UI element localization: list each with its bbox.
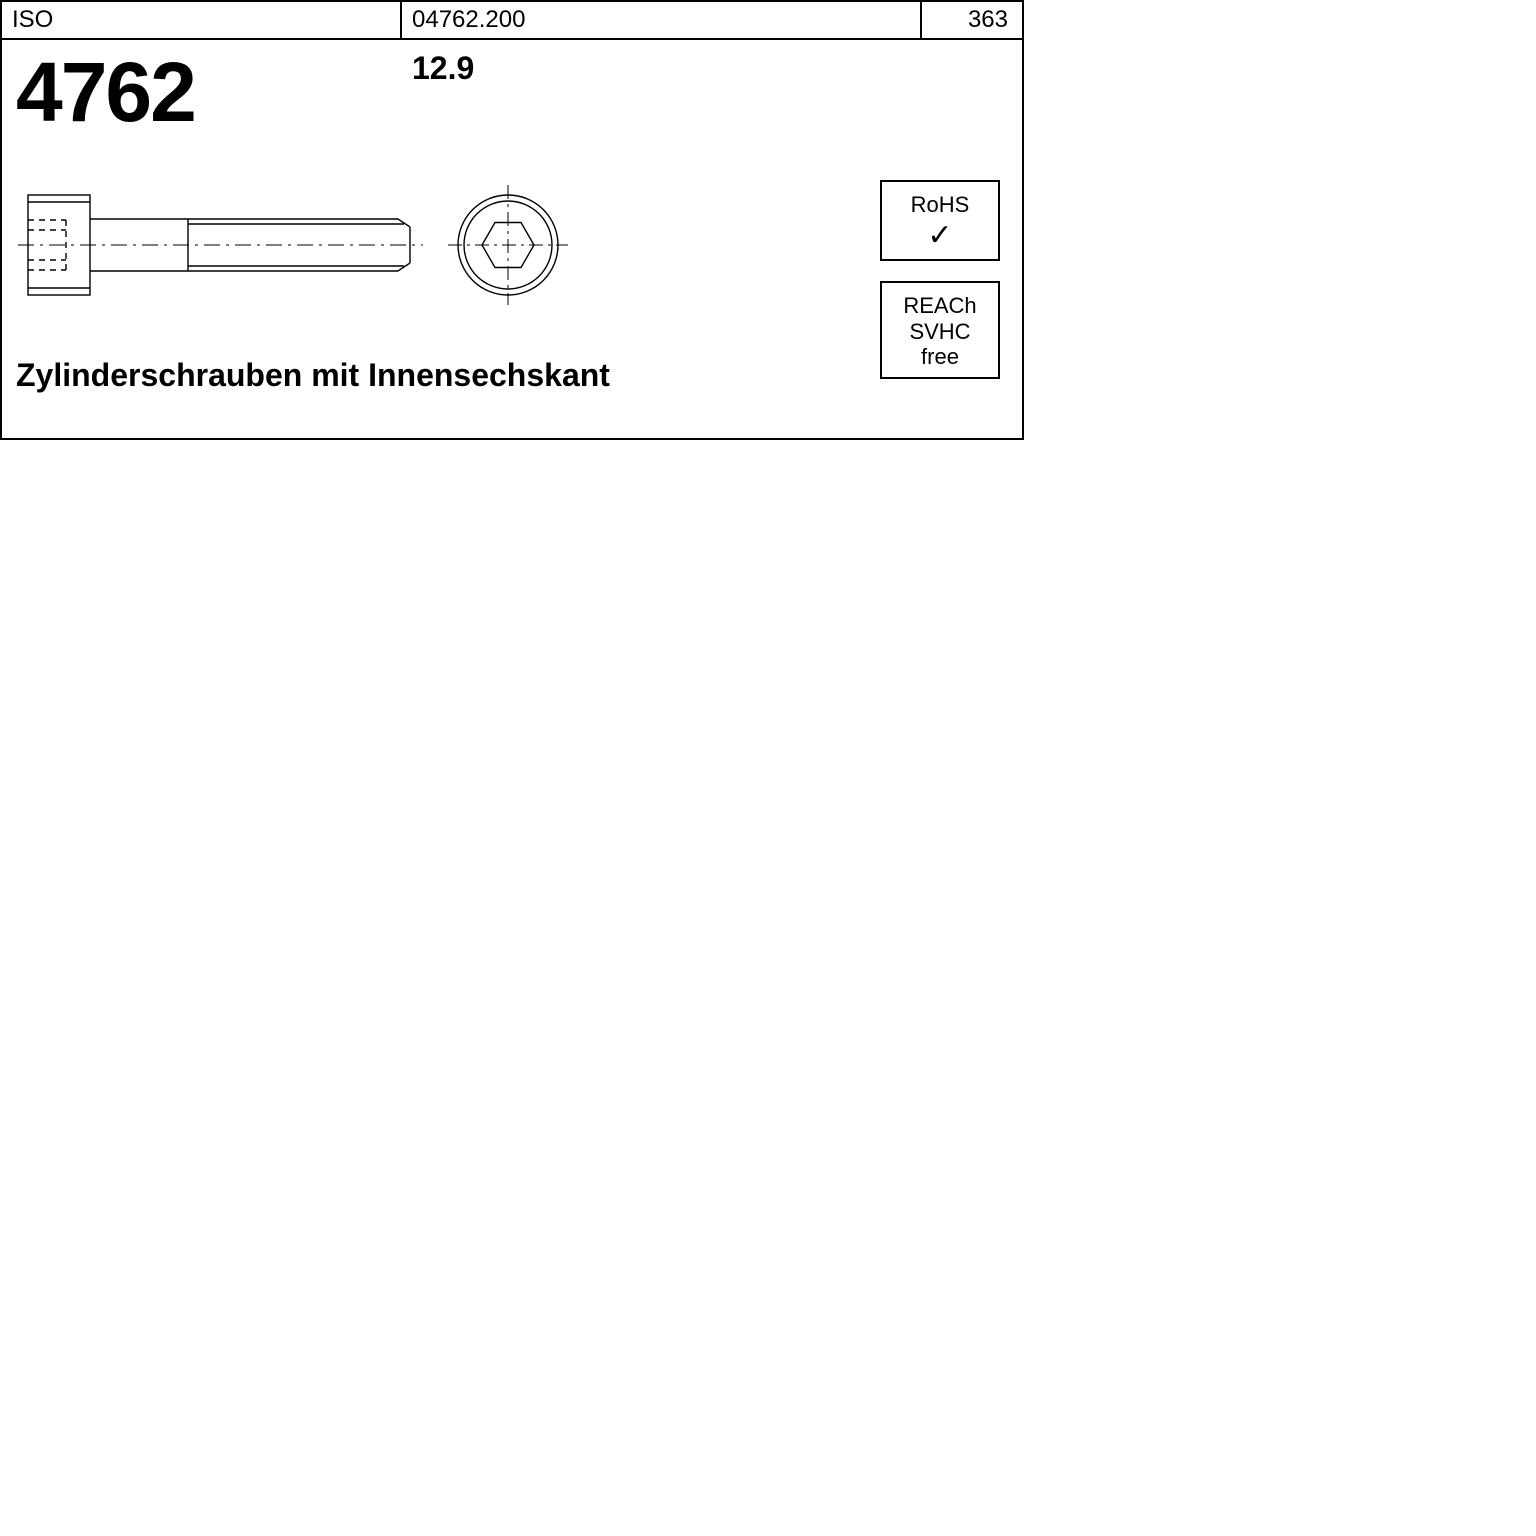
- standard-number: 4762: [16, 50, 1008, 134]
- header-row: ISO 04762.200 363: [0, 0, 1024, 40]
- datasheet-card: ISO 04762.200 363 4762 12.9: [0, 0, 1024, 440]
- technical-diagram: [18, 180, 1008, 315]
- page-number: 363: [922, 2, 1022, 38]
- reach-line1: REACh: [888, 293, 992, 318]
- main-panel: 4762 12.9: [0, 40, 1024, 440]
- rohs-label: RoHS: [888, 192, 992, 217]
- product-code: 04762.200: [402, 2, 922, 38]
- compliance-badges: RoHS ✓ REACh SVHC free: [880, 180, 1008, 399]
- reach-line3: free: [888, 344, 992, 369]
- standard-label: ISO: [2, 2, 402, 38]
- check-icon: ✓: [888, 221, 992, 251]
- reach-badge: REACh SVHC free: [880, 281, 1000, 379]
- strength-grade: 12.9: [412, 50, 474, 87]
- reach-line2: SVHC: [888, 319, 992, 344]
- rohs-badge: RoHS ✓: [880, 180, 1000, 261]
- product-description: Zylinderschrauben mit Innensechskant: [16, 357, 1008, 394]
